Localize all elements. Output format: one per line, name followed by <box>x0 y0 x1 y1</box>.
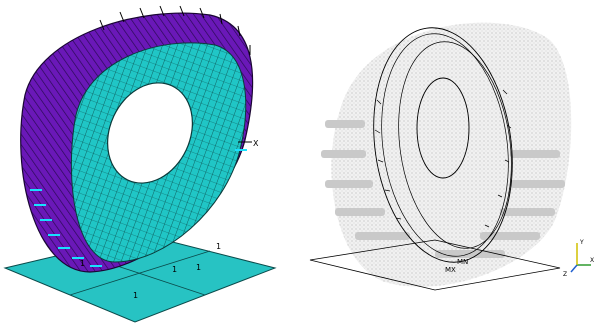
deformed-shape-canvas: MX MN X Y Z <box>309 22 594 291</box>
floor-node-label: 1 <box>216 242 221 251</box>
floor-node-label: 1 <box>80 259 85 268</box>
pressure-load-arrows <box>99 5 251 55</box>
deformed-shape-view: MX MN X Y Z <box>295 0 601 327</box>
shadow-tread-blocks <box>321 120 565 258</box>
ground-label-min: MN <box>457 258 468 266</box>
floor-node-label: 1 <box>196 263 201 272</box>
floor-node-label: 1 <box>133 291 138 300</box>
undeformed-shadow <box>331 22 572 287</box>
coordinate-triad: X Y Z <box>563 239 594 278</box>
mesh-model-view: X 1 1 1 1 1 <box>0 0 295 327</box>
rim-outline <box>416 77 470 179</box>
ground-label-max: MX <box>445 266 456 274</box>
mesh-model-canvas: X 1 1 1 1 1 <box>3 5 277 323</box>
floor-node-label: 1 <box>172 265 177 274</box>
triad-y-label: Y <box>579 239 584 246</box>
tire-outer-outline-2 <box>381 33 509 257</box>
axis-label: X <box>253 139 259 148</box>
mesh-ticks <box>374 89 512 228</box>
triad-z-label: Z <box>563 271 567 278</box>
triad-x-label: X <box>590 257 594 264</box>
boundary-constraints <box>30 149 247 267</box>
tire-outer-outline <box>373 27 513 263</box>
rim-hole <box>107 82 193 184</box>
tire-mid-outline <box>398 41 512 249</box>
floor-grid-line <box>69 250 211 296</box>
ground-plane <box>309 239 561 291</box>
